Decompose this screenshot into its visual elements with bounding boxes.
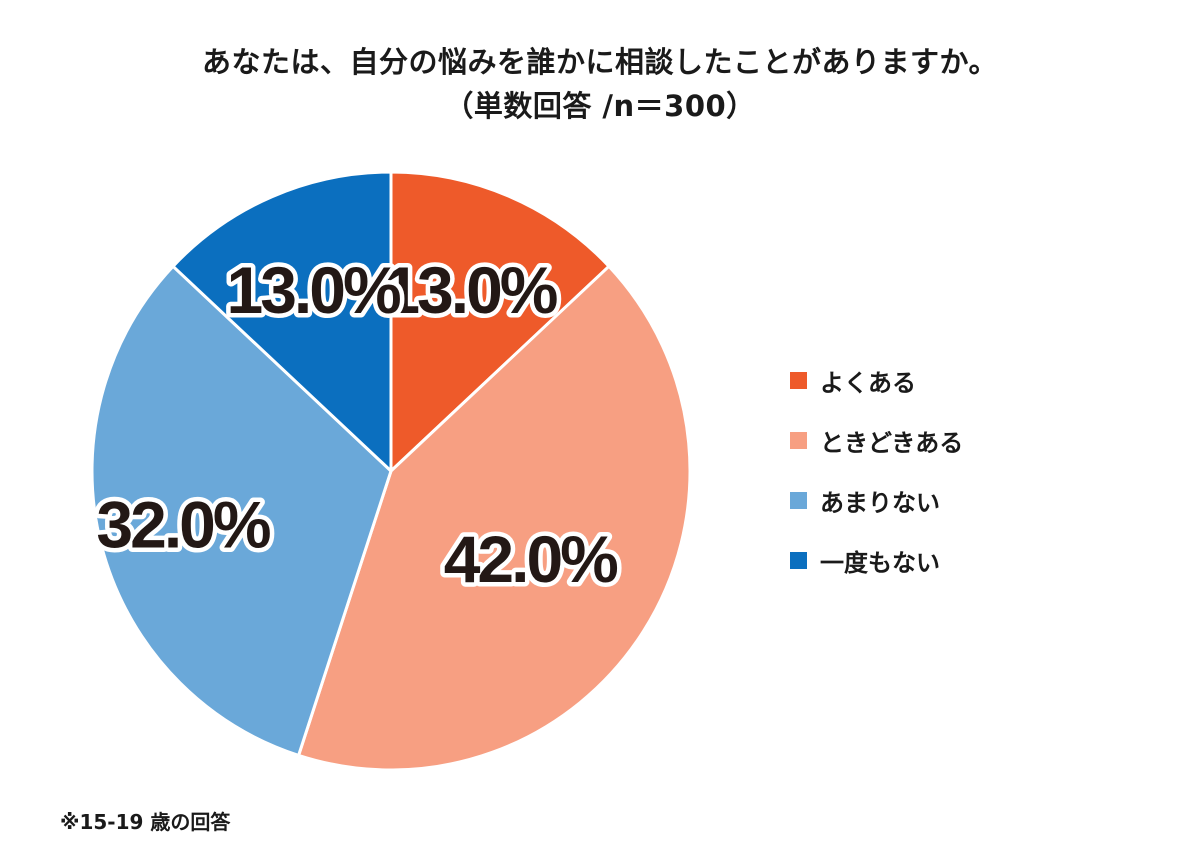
- legend-label: よくある: [820, 368, 916, 397]
- slice-data-label: 13.0%: [383, 253, 556, 327]
- legend: よくある ときどきある あまりない 一度もない: [790, 350, 963, 590]
- legend-swatch: [790, 371, 807, 389]
- chart-subtitle: （単数回答 /n＝300）: [444, 89, 756, 123]
- slice-data-label: 13.0%: [227, 253, 400, 327]
- chart-title-block: あなたは、自分の悩みを誰かに相談したことがありますか。 （単数回答 /n＝300…: [0, 40, 1200, 128]
- pie-slice: [389, 170, 611, 473]
- pie-slice: [90, 264, 393, 757]
- legend-item: あまりない: [790, 470, 963, 530]
- legend-label: ときどきある: [820, 428, 964, 457]
- pie-slice: [171, 170, 393, 473]
- footnote: ※15-19 歳の回答: [60, 810, 231, 834]
- legend-swatch: [790, 551, 807, 569]
- legend-label: あまりない: [820, 488, 940, 517]
- legend-item: よくある: [790, 350, 963, 410]
- legend-swatch: [790, 491, 807, 509]
- legend-item: ときどきある: [790, 410, 963, 470]
- chart-title: あなたは、自分の悩みを誰かに相談したことがありますか。: [202, 45, 998, 79]
- legend-label: 一度もない: [820, 548, 940, 577]
- pie-slice: [297, 264, 692, 772]
- legend-swatch: [790, 431, 807, 449]
- slice-data-label: 32.0%: [96, 488, 269, 562]
- legend-item: 一度もない: [790, 530, 963, 590]
- slice-data-label: 42.0%: [444, 522, 617, 596]
